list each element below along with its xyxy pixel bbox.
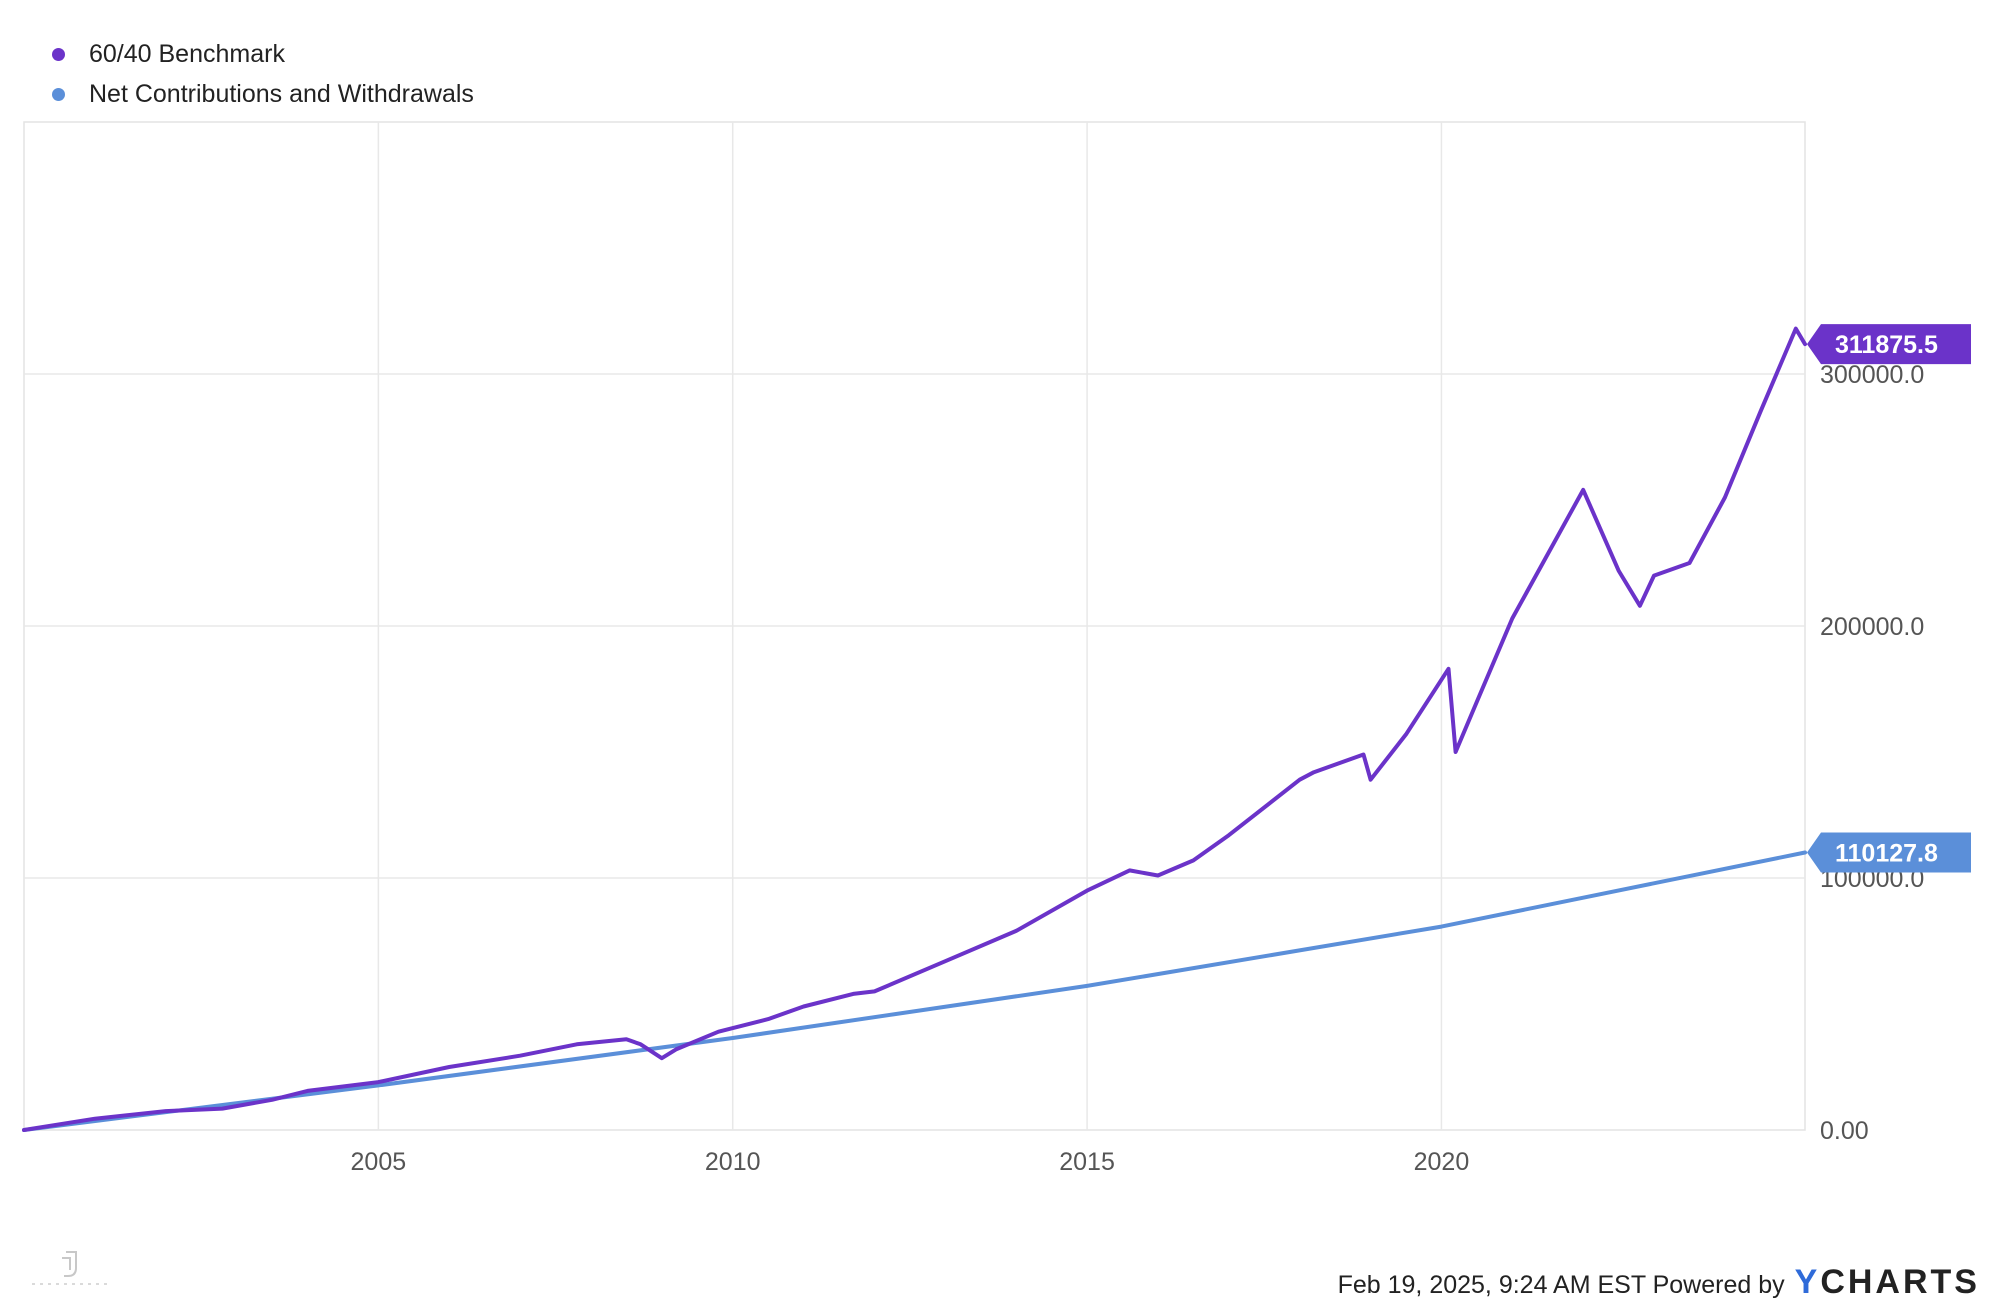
legend: 60/40 Benchmark Net Contributions and Wi… — [52, 34, 474, 114]
footer: Feb 19, 2025, 9:24 AM EST Powered by YCH… — [1338, 1263, 1980, 1302]
series-line-benchmark[interactable] — [22, 326, 1807, 1132]
series-line-contributions[interactable] — [22, 850, 1807, 1132]
end-label-flag-contributions — [1807, 832, 1971, 873]
end-label-benchmark: 311875.5 — [1835, 331, 1938, 359]
x-tick-label-2005: 2005 — [351, 1148, 407, 1176]
legend-item-benchmark[interactable]: 60/40 Benchmark — [52, 34, 474, 74]
legend-label-benchmark: 60/40 Benchmark — [89, 39, 285, 68]
ycharts-logo-y: Y — [1794, 1263, 1821, 1301]
ycharts-logo[interactable]: YCHARTS — [1795, 1263, 1980, 1302]
end-label-contributions: 110127.8 — [1835, 839, 1938, 867]
legend-item-contributions[interactable]: Net Contributions and Withdrawals — [52, 74, 474, 114]
end-label-flag-benchmark — [1807, 324, 1971, 365]
x-tick-label-2015: 2015 — [1059, 1148, 1115, 1176]
legend-label-contributions: Net Contributions and Withdrawals — [89, 79, 474, 108]
y-tick-label-2: 200000.0 — [1820, 613, 1924, 641]
ycharts-logo-text: CHARTS — [1820, 1263, 1980, 1301]
legend-dot-benchmark — [52, 47, 65, 61]
y-tick-label-0: 0.00 — [1820, 1117, 1869, 1145]
legend-dot-contributions — [52, 87, 65, 101]
y-tick-label-3: 300000.0 — [1820, 361, 1924, 389]
x-tick-label-2010: 2010 — [705, 1148, 761, 1176]
watermark-logo-icon — [32, 1251, 110, 1285]
x-tick-label-2020: 2020 — [1414, 1148, 1470, 1176]
footer-timestamp: Feb 19, 2025, 9:24 AM EST Powered by — [1337, 1271, 1785, 1299]
